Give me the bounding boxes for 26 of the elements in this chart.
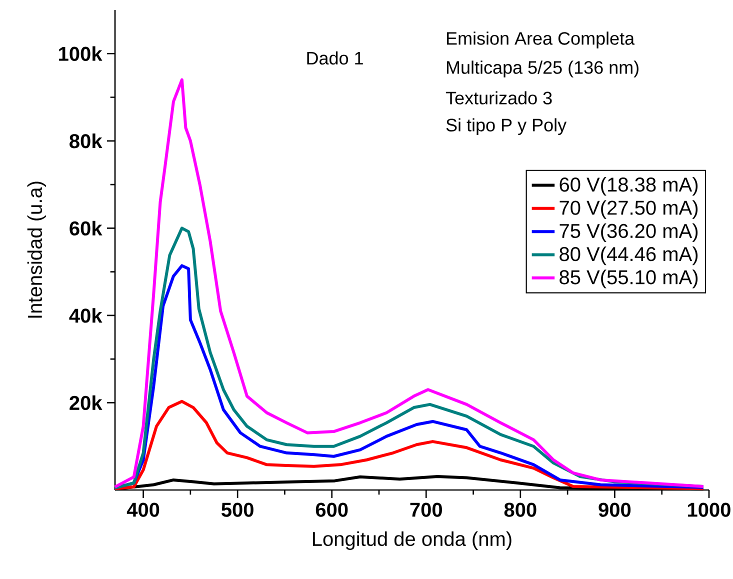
y-tick-label: 40k <box>69 308 102 323</box>
x-tick-label: 400 <box>126 502 160 517</box>
annotation: Multicapa 5/25 (136 nm) <box>447 60 638 78</box>
x-tick-label: 900 <box>598 502 631 517</box>
y-tick-label: 100k <box>59 46 102 61</box>
y-tick-label: 80k <box>70 134 102 148</box>
legend-label: 70 V(27.50 mA) <box>560 200 698 219</box>
y-axis-title: Intensidad (u.a) <box>27 182 46 318</box>
x-tick-label: 1000 <box>688 502 730 517</box>
x-axis-title: Longitud de onda (nm) <box>313 531 512 550</box>
legend-label: 80 V(44.46 mA) <box>560 246 698 266</box>
legend-label: 60 V(18.38 mA) <box>560 177 698 196</box>
line-series <box>114 400 705 490</box>
annotation: Si tipo P y Poly <box>446 118 567 136</box>
x-tick-label: 800 <box>504 502 536 517</box>
line-series <box>114 78 705 488</box>
y-tick-label: 20k <box>70 395 102 410</box>
x-tick-label: 600 <box>316 502 348 517</box>
x-tick-label: 700 <box>410 502 442 517</box>
annotation: Emision Area Completa <box>447 32 635 48</box>
annotation: Dado 1 <box>307 51 363 65</box>
legend-label: 85 V(55.10 mA) <box>560 270 698 288</box>
y-tick-label: 60k <box>70 220 102 236</box>
annotation: Texturizado 3 <box>446 91 552 104</box>
x-tick-label: 500 <box>221 502 254 517</box>
legend-label: 75 V(36.20 mA) <box>560 223 698 242</box>
